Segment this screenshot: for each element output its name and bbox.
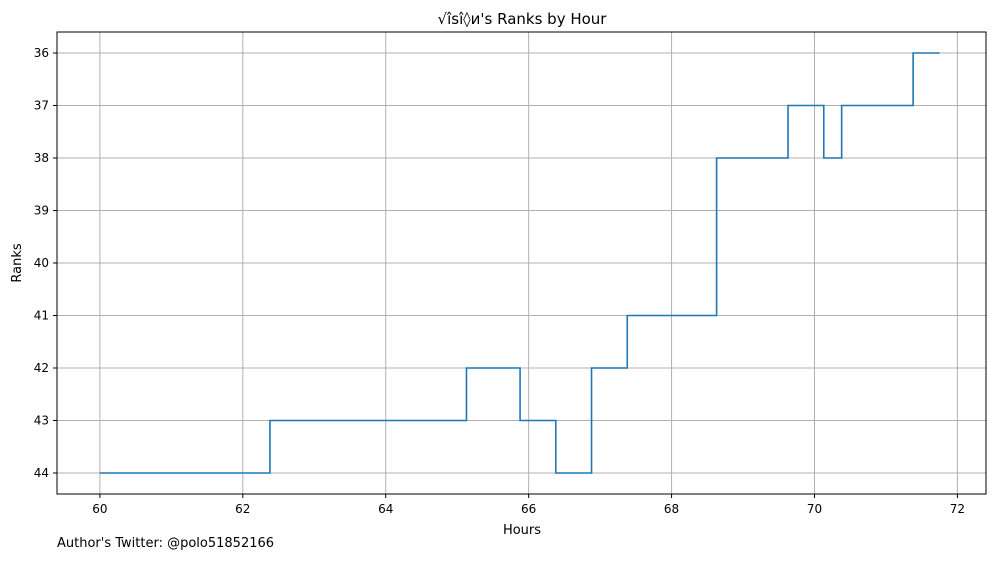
y-tick-label: 42 — [34, 361, 49, 375]
chart-title: √îsî◊и's Ranks by Hour — [438, 10, 608, 28]
x-tick-label: 62 — [235, 502, 250, 516]
x-tick-label: 70 — [807, 502, 822, 516]
x-tick-label: 64 — [378, 502, 393, 516]
series-group — [99, 52, 940, 474]
x-tick-label: 68 — [664, 502, 679, 516]
x-tick-label: 72 — [950, 502, 965, 516]
axis-ticks: 60 62 64 66 68 70 72 36 37 38 39 40 41 42 43 44 — [34, 46, 965, 516]
y-tick-label: 38 — [34, 151, 49, 165]
y-tick-label: 36 — [34, 46, 49, 60]
grid-lines — [57, 32, 986, 494]
y-axis-label: Ranks — [10, 243, 25, 282]
rank-step-line — [99, 52, 940, 474]
y-tick-label: 37 — [34, 99, 49, 113]
author-twitter-note: Author's Twitter: @polo51852166 — [57, 536, 275, 551]
y-tick-label: 40 — [34, 256, 49, 270]
y-tick-label: 39 — [34, 204, 49, 218]
y-tick-label: 43 — [34, 414, 49, 428]
x-axis-label: Hours — [503, 523, 541, 538]
x-tick-label: 60 — [92, 502, 107, 516]
x-tick-label: 66 — [521, 502, 536, 516]
y-tick-label: 44 — [34, 466, 49, 480]
y-tick-label: 41 — [34, 309, 49, 323]
